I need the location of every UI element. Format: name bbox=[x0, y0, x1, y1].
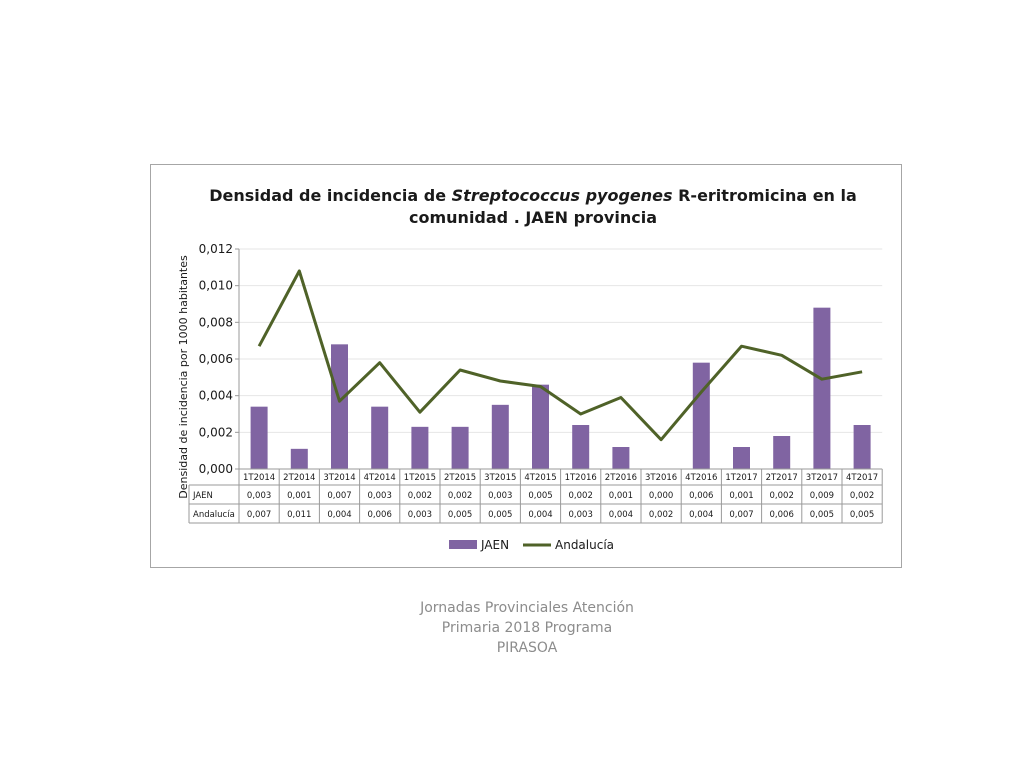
y-tick-label: 0,008 bbox=[199, 315, 233, 329]
jaen-bar bbox=[773, 436, 791, 469]
jaen-data-label: 0,002 bbox=[448, 491, 472, 501]
x-category-label: 2T2017 bbox=[766, 473, 798, 483]
x-category-label: 4T2017 bbox=[846, 473, 878, 483]
x-category-label: 1T2015 bbox=[404, 473, 436, 483]
andalucia-data-label: 0,011 bbox=[287, 510, 311, 520]
jaen-data-label: 0,002 bbox=[569, 491, 593, 501]
jaen-bar bbox=[290, 448, 308, 469]
jaen-bar bbox=[532, 384, 549, 469]
andalucia-data-label: 0,005 bbox=[850, 510, 874, 520]
andalucia-data-label: 0,005 bbox=[810, 510, 834, 520]
legend-label-jaen: JAEN bbox=[480, 538, 509, 552]
table-row-label-jaen: JAEN bbox=[192, 491, 213, 501]
jaen-data-label: 0,006 bbox=[689, 491, 713, 501]
jaen-bar bbox=[491, 404, 509, 469]
y-tick-label: 0,002 bbox=[199, 425, 233, 439]
andalucia-data-label: 0,006 bbox=[368, 510, 392, 520]
caption-line: PIRASOA bbox=[496, 640, 558, 656]
y-tick-label: 0,004 bbox=[199, 389, 233, 403]
andalucia-data-label: 0,004 bbox=[609, 510, 633, 520]
data-table: 1T2014 2T2014 3T2014 4T2014 1T2015 2T2015 3T20… bbox=[188, 468, 883, 524]
jaen-data-label: 0,002 bbox=[770, 491, 794, 501]
andalucia-data-label: 0,005 bbox=[448, 510, 472, 520]
jaen-bar bbox=[451, 426, 469, 469]
andalucia-data-label: 0,007 bbox=[247, 510, 271, 520]
x-category-label: 4T2016 bbox=[685, 473, 717, 483]
jaen-data-label: 0,003 bbox=[488, 491, 512, 501]
jaen-bar bbox=[572, 425, 590, 469]
andalucia-data-label: 0,006 bbox=[770, 510, 794, 520]
x-category-label: 2T2014 bbox=[283, 473, 315, 483]
jaen-bar bbox=[371, 406, 389, 469]
andalucia-data-label: 0,005 bbox=[488, 510, 512, 520]
andalucia-data-label: 0,003 bbox=[408, 510, 432, 520]
y-tick-label: 0,012 bbox=[199, 242, 233, 256]
andalucia-data-label: 0,002 bbox=[649, 510, 673, 520]
y-tick-label: 0,006 bbox=[199, 352, 233, 366]
y-tick-labels: 0,000 0,002 0,004 0,006 0,008 0,010 0,012 bbox=[199, 242, 233, 476]
jaen-data-label: 0,001 bbox=[729, 491, 753, 501]
x-category-label: 2T2016 bbox=[605, 473, 637, 483]
jaen-bar bbox=[813, 307, 831, 469]
andalucia-line-layer bbox=[257, 269, 863, 442]
jaen-bars bbox=[250, 307, 871, 469]
caption-line: Jornadas Provinciales Atención bbox=[420, 600, 634, 616]
jaen-data-label: 0,000 bbox=[649, 491, 673, 501]
jaen-data-label: 0,002 bbox=[850, 491, 874, 501]
andalucia-data-label: 0,004 bbox=[689, 510, 713, 520]
andalucia-line bbox=[257, 269, 863, 442]
jaen-data-label: 0,005 bbox=[528, 491, 552, 501]
jaen-bar bbox=[733, 447, 750, 469]
andalucia-data-label: 0,004 bbox=[327, 510, 351, 520]
x-category-label: 1T2016 bbox=[565, 473, 597, 483]
x-category-label: 3T2017 bbox=[806, 473, 838, 483]
jaen-data-label: 0,009 bbox=[810, 491, 834, 501]
jaen-bar bbox=[612, 447, 630, 469]
y-tick-label: 0,010 bbox=[199, 279, 233, 293]
jaen-bar bbox=[411, 426, 429, 469]
jaen-data-label: 0,003 bbox=[247, 491, 271, 501]
jaen-bar bbox=[692, 362, 710, 469]
y-axis-label: Densidad de incidencia por 1000 habitant… bbox=[177, 255, 190, 499]
x-category-label: 4T2014 bbox=[364, 473, 396, 483]
andalucia-data-label: 0,003 bbox=[569, 510, 593, 520]
y-tick-label: 0,000 bbox=[199, 462, 233, 476]
jaen-bar bbox=[331, 344, 348, 469]
jaen-data-label: 0,001 bbox=[287, 491, 311, 501]
x-category-label: 4T2015 bbox=[524, 473, 556, 483]
legend-label-andalucia: Andalucía bbox=[555, 538, 614, 552]
andalucia-data-label: 0,004 bbox=[528, 510, 552, 520]
jaen-data-label: 0,007 bbox=[327, 491, 351, 501]
x-category-label: 3T2014 bbox=[323, 473, 355, 483]
x-category-label: 1T2017 bbox=[725, 473, 757, 483]
jaen-data-label: 0,002 bbox=[408, 491, 432, 501]
legend-swatch-jaen bbox=[449, 540, 477, 549]
legend: JAEN Andalucía bbox=[449, 538, 614, 552]
x-category-label: 2T2015 bbox=[444, 473, 476, 483]
caption-line: Primaria 2018 Programa bbox=[441, 620, 613, 636]
chart-title-line2: comunidad . JAEN provincia bbox=[409, 208, 657, 227]
x-category-label: 3T2015 bbox=[484, 473, 516, 483]
chart-frame: Densidad de incidencia de Streptococcus … bbox=[150, 164, 902, 568]
chart-svg: Densidad de incidencia de Streptococcus … bbox=[177, 186, 883, 552]
x-category-label: 3T2016 bbox=[645, 473, 677, 483]
table-row-label-andalucia: Andalucía bbox=[193, 510, 235, 520]
chart-title-line1: Densidad de incidencia de Streptococcus … bbox=[209, 186, 857, 205]
x-category-label: 1T2014 bbox=[243, 473, 275, 483]
jaen-data-label: 0,003 bbox=[368, 491, 392, 501]
andalucia-data-label: 0,007 bbox=[729, 510, 753, 520]
jaen-bar bbox=[250, 406, 268, 469]
caption: Jornadas Provinciales Atención Primaria … bbox=[402, 598, 652, 658]
jaen-bar bbox=[853, 425, 871, 469]
jaen-data-label: 0,001 bbox=[609, 491, 633, 501]
